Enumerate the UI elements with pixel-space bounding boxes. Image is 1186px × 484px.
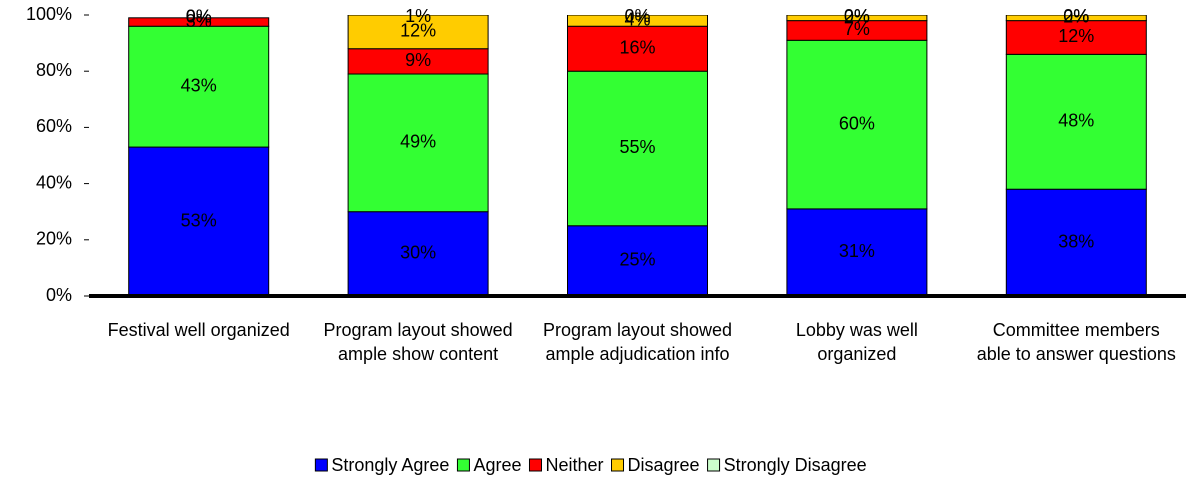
bar-segment xyxy=(128,17,270,27)
legend-label: Strongly Agree xyxy=(331,455,449,475)
y-tick-label: 40% xyxy=(36,172,72,192)
x-tick-label: Lobby was well organized xyxy=(795,320,918,364)
value-label: 16% xyxy=(619,37,655,57)
bar-segment xyxy=(1005,53,1147,190)
value-label: 12% xyxy=(400,21,436,41)
value-label: 31% xyxy=(839,241,875,261)
legend-swatch xyxy=(611,458,625,472)
x-tick-label: Festival well organized xyxy=(107,320,290,340)
value-label: 60% xyxy=(839,113,875,133)
value-label: 9% xyxy=(405,50,431,70)
bar-segment xyxy=(786,15,928,22)
value-label: 53% xyxy=(181,210,217,230)
value-label: 12% xyxy=(1058,26,1094,46)
legend-swatch xyxy=(314,458,328,472)
y-tick-label: 0% xyxy=(46,285,72,305)
y-tick-label: 20% xyxy=(36,229,72,249)
x-tick-label: Program layout showed ample adjudication… xyxy=(542,320,733,364)
bar-segment xyxy=(786,39,928,210)
value-label: 43% xyxy=(181,75,217,95)
bar-segment xyxy=(1005,20,1147,55)
bar-segment xyxy=(567,225,708,297)
value-label: 30% xyxy=(400,243,436,263)
value-label: 1% xyxy=(405,6,431,26)
bar-segment xyxy=(128,25,270,148)
value-label: 0% xyxy=(186,7,212,27)
value-label: 7% xyxy=(844,19,870,39)
y-tick-label: 100% xyxy=(26,4,72,24)
legend-label: Strongly Disagree xyxy=(724,455,867,475)
value-label: 48% xyxy=(1058,111,1094,131)
value-label: 2% xyxy=(844,7,870,27)
bar-segment xyxy=(567,15,708,27)
bar-segment xyxy=(567,25,708,72)
value-label: 0% xyxy=(186,7,212,27)
legend-swatch xyxy=(456,458,470,472)
value-label: 0% xyxy=(844,6,870,26)
value-label: 25% xyxy=(619,250,655,270)
legend-label: Agree xyxy=(473,455,521,475)
legend: Strongly Agree Agree Neither Disagree Strong… xyxy=(314,455,867,475)
value-label: 2% xyxy=(1063,7,1089,27)
x-tick-label: Committee members able to answer questio… xyxy=(976,320,1176,364)
value-label: 3% xyxy=(186,11,212,31)
x-tick-label: Program layout showed ample show content xyxy=(323,320,513,364)
value-label: 55% xyxy=(619,137,655,157)
value-label: 0% xyxy=(624,6,650,26)
bar-segment xyxy=(347,15,489,50)
value-label: 4% xyxy=(624,9,650,29)
bar-segment xyxy=(786,208,928,297)
legend-swatch xyxy=(528,458,542,472)
bar-segment xyxy=(1005,15,1147,22)
bar-segment xyxy=(347,211,489,297)
value-label: 38% xyxy=(1058,231,1094,251)
legend-label: Disagree xyxy=(628,455,700,475)
bar-segment xyxy=(347,73,489,213)
value-label: 49% xyxy=(400,132,436,152)
y-tick-label: 80% xyxy=(36,60,72,80)
bar-segment xyxy=(347,48,489,75)
bar-segment xyxy=(567,70,708,227)
legend-swatch xyxy=(707,458,721,472)
legend-label: Neither xyxy=(545,455,603,475)
y-tick-label: 60% xyxy=(36,116,72,136)
value-label: 0% xyxy=(1063,6,1089,26)
